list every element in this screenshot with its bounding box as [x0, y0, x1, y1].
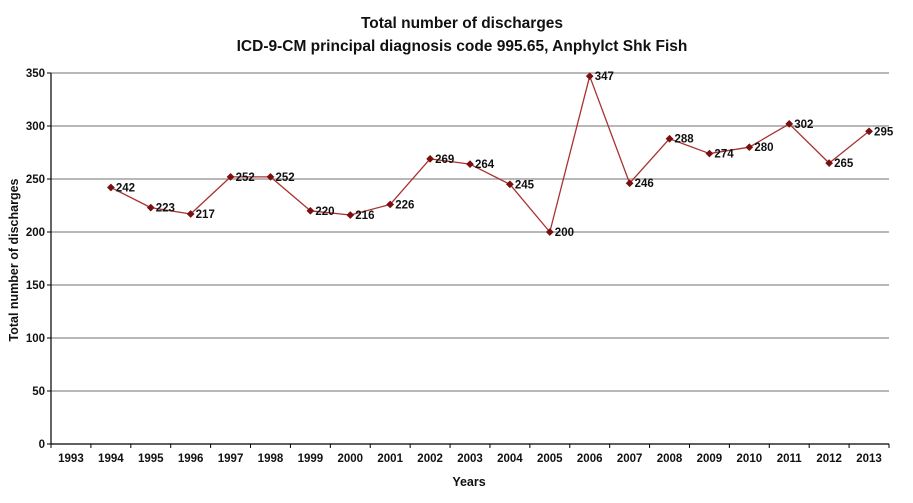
data-label: 200: [555, 227, 574, 239]
data-label: 288: [675, 134, 695, 146]
data-point: [426, 154, 435, 163]
x-tick-label: 1997: [218, 453, 244, 465]
y-tick-label: 300: [26, 121, 45, 133]
x-tick-label: 2000: [337, 453, 363, 465]
data-point: [306, 206, 315, 215]
data-point: [466, 160, 474, 169]
data-label: 246: [635, 178, 654, 190]
y-tick-label: 0: [39, 439, 45, 451]
x-tick-label: 1996: [178, 453, 204, 465]
data-label: 302: [794, 119, 813, 131]
series-line: [110, 75, 870, 233]
data-point: [785, 119, 794, 128]
y-tick-label: 350: [26, 68, 45, 80]
data-point: [625, 179, 634, 188]
x-tick-label: 2004: [497, 453, 523, 465]
x-tick-label: 1998: [258, 453, 284, 465]
data-label: 245: [515, 179, 535, 191]
x-tick-label: 2010: [737, 453, 763, 465]
y-tick-label: 150: [26, 280, 45, 292]
data-label: 220: [315, 206, 334, 218]
data-labels: 242 223 217 252 252 220 216 226 269 264 245 200 347 2…: [116, 71, 894, 239]
x-tick-label: 2012: [816, 453, 842, 465]
data-point: [705, 149, 714, 158]
data-point: [865, 127, 874, 136]
chart-subtitle: ICD-9-CM principal diagnosis code 995.65…: [237, 38, 688, 55]
y-tick-label: 250: [26, 174, 45, 186]
x-tick-label: 1994: [98, 453, 124, 465]
data-label: 347: [595, 71, 614, 83]
y-tick-label: 200: [26, 227, 45, 239]
data-label: 265: [834, 158, 854, 170]
data-label: 216: [355, 210, 374, 222]
data-label: 280: [754, 142, 773, 154]
x-tick-label: 2006: [577, 453, 603, 465]
data-label: 217: [196, 209, 215, 221]
x-tick-label: 2007: [617, 453, 643, 465]
data-label: 252: [236, 172, 255, 184]
data-label: 295: [874, 126, 894, 138]
data-label: 223: [156, 203, 175, 215]
axes: [50, 73, 889, 445]
data-point: [745, 143, 754, 152]
data-label: 226: [395, 199, 414, 211]
data-series: [106, 72, 874, 236]
x-tick-label: 2008: [657, 453, 683, 465]
x-tick-label: 1999: [298, 453, 324, 465]
x-axis-label: Years: [452, 475, 485, 489]
y-axis-ticks: 0 50 100 150 200 250 300 350: [26, 68, 51, 451]
data-point: [226, 172, 235, 181]
data-point: [146, 203, 155, 212]
y-axis-label: Total number of discharges: [7, 178, 21, 341]
data-label: 242: [116, 182, 135, 194]
x-tick-label: 2003: [457, 453, 483, 465]
data-label: 269: [435, 154, 454, 166]
data-point: [585, 72, 594, 81]
data-point: [825, 159, 834, 168]
x-tick-label: 1993: [58, 453, 84, 465]
x-tick-label: 2005: [537, 453, 563, 465]
x-tick-label: 2001: [377, 453, 403, 465]
data-point: [266, 172, 275, 181]
y-tick-label: 100: [26, 333, 45, 345]
x-tick-label: 1995: [138, 453, 164, 465]
data-label: 274: [714, 149, 734, 161]
x-axis-ticks: 1993 1994 1995 1996 1997 1998 1999 2000 2001 2002…: [50, 444, 890, 465]
data-point: [505, 180, 514, 189]
y-tick-label: 50: [32, 386, 45, 398]
data-point: [186, 210, 195, 218]
data-point: [665, 134, 674, 143]
data-point: [106, 183, 115, 192]
data-point: [386, 200, 395, 209]
x-tick-label: 2002: [417, 453, 443, 465]
data-point: [346, 211, 355, 219]
x-tick-label: 2011: [777, 453, 803, 465]
x-tick-label: 2009: [697, 453, 723, 465]
gridlines: [51, 72, 889, 392]
data-label: 252: [275, 172, 294, 184]
data-point: [545, 228, 554, 236]
data-label: 264: [475, 159, 495, 171]
chart-title: Total number of discharges: [361, 15, 563, 32]
x-tick-label: 2013: [856, 453, 882, 465]
